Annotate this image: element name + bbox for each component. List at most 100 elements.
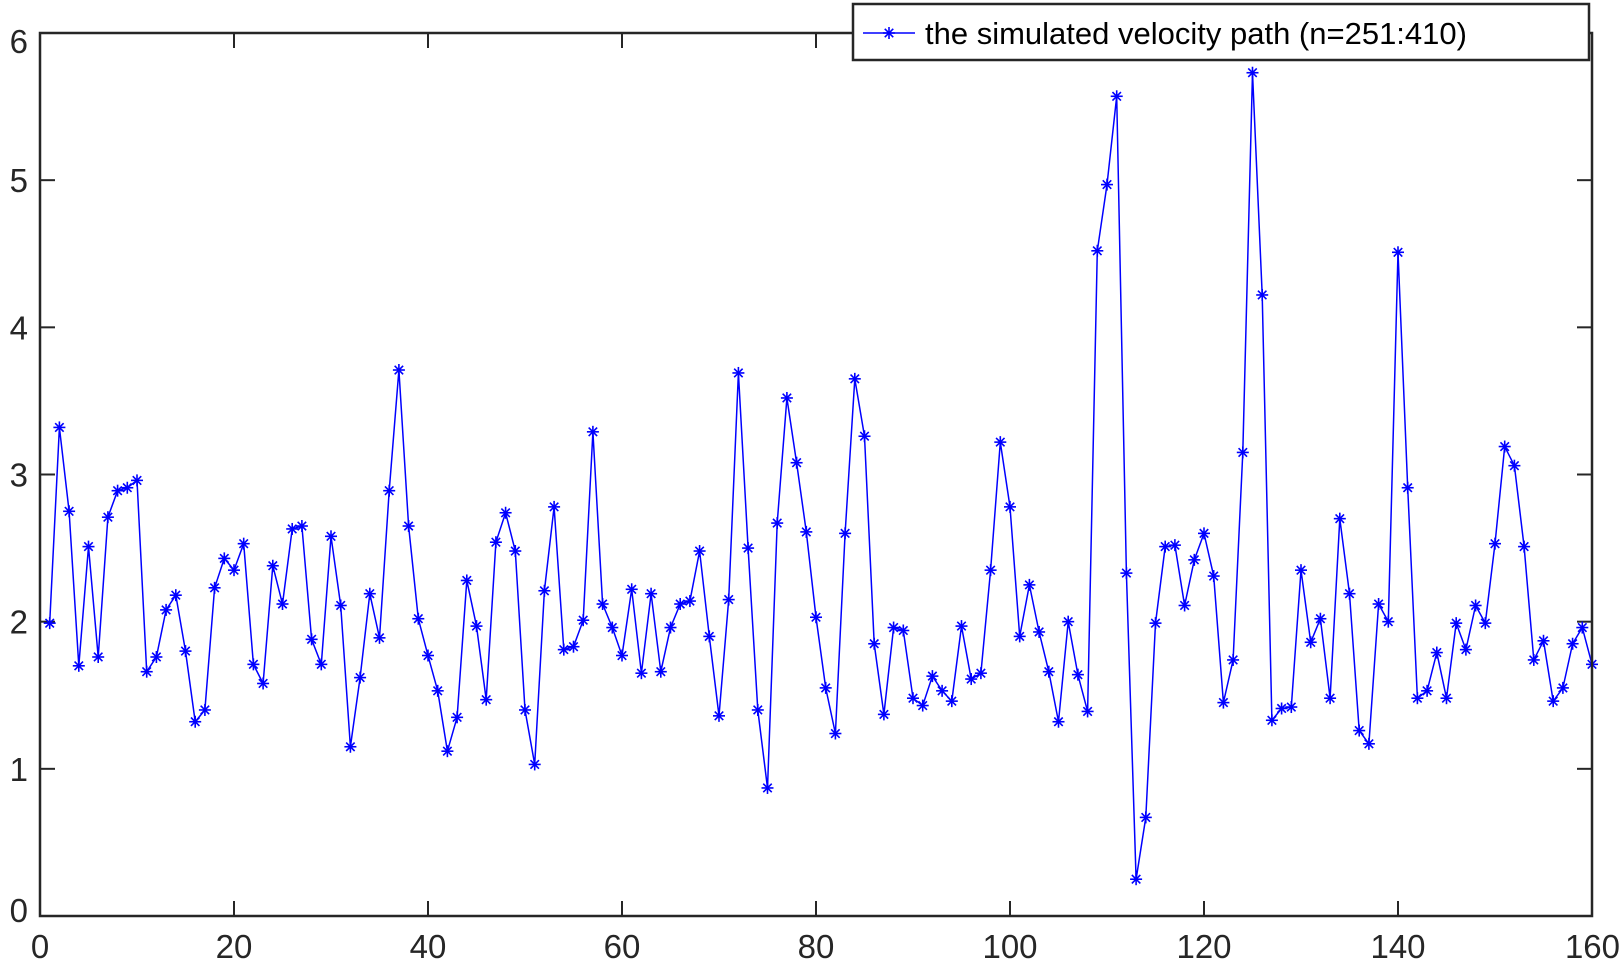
data-point: [1537, 634, 1550, 647]
data-point: [286, 522, 299, 535]
data-point: [519, 703, 531, 716]
data-point: [1101, 178, 1113, 191]
x-tick-label: 20: [216, 928, 253, 965]
data-point: [548, 500, 561, 513]
data-point: [858, 430, 871, 443]
data-point: [470, 620, 483, 633]
data-point: [1207, 570, 1220, 583]
y-tick-label: 2: [10, 604, 28, 641]
data-point: [751, 703, 764, 716]
data-point: [1227, 653, 1240, 666]
data-point: [1091, 244, 1104, 257]
data-point: [1217, 696, 1230, 709]
data-point: [606, 621, 619, 634]
data-point: [363, 587, 376, 600]
data-point: [819, 681, 832, 694]
data-point: [1556, 681, 1569, 694]
data-point: [877, 708, 890, 721]
x-tick-label: 140: [1370, 928, 1425, 965]
data-point: [596, 598, 609, 611]
data-point: [160, 603, 173, 616]
data-point: [839, 527, 852, 540]
data-point: [189, 715, 202, 728]
data-point: [1062, 615, 1075, 628]
data-point: [1178, 599, 1191, 612]
data-point: [897, 624, 910, 637]
data-point: [887, 621, 900, 634]
data-point: [1168, 539, 1181, 552]
data-point: [218, 552, 231, 565]
data-point: [72, 659, 85, 672]
data-point: [1527, 653, 1540, 666]
data-point: [1304, 636, 1317, 649]
y-tick-label: 3: [10, 457, 28, 494]
data-point: [1256, 288, 1269, 301]
series-line: [48, 71, 1593, 880]
x-tick-label: 100: [982, 928, 1037, 965]
data-point: [1547, 695, 1560, 708]
data-point: [1149, 617, 1162, 630]
legend-marker: [883, 27, 895, 39]
data-point: [528, 758, 541, 771]
data-point: [645, 587, 658, 600]
data-point: [451, 711, 464, 724]
data-point: [198, 703, 211, 716]
data-point: [1479, 617, 1492, 630]
data-point: [131, 474, 143, 487]
data-point: [266, 559, 279, 572]
data-point: [305, 633, 318, 646]
data-point: [761, 781, 774, 794]
data-point: [567, 640, 580, 653]
data-point: [1071, 668, 1084, 681]
data-point: [742, 542, 755, 555]
data-point: [771, 517, 784, 530]
data-point: [1139, 811, 1152, 824]
data-point: [1275, 702, 1288, 715]
data-point: [315, 658, 328, 671]
x-tick-label: 0: [31, 928, 49, 965]
data-point: [635, 667, 648, 680]
data-point: [848, 372, 861, 385]
legend-box: [851, 2, 1591, 62]
data-point: [586, 425, 599, 438]
y-tick-label: 4: [10, 309, 28, 346]
data-point: [499, 506, 512, 519]
data-point: [945, 695, 958, 708]
data-point: [1353, 724, 1366, 737]
data-point: [1518, 540, 1531, 553]
data-point: [1440, 692, 1453, 705]
data-point: [829, 727, 842, 740]
data-point: [1401, 481, 1414, 494]
data-point: [208, 581, 221, 594]
x-tick-label: 60: [604, 928, 641, 965]
data-point: [800, 525, 813, 538]
data-point: [674, 598, 687, 611]
legend: the simulated velocity path (n=251:410): [851, 2, 1591, 62]
data-point: [140, 665, 153, 678]
data-point: [907, 692, 919, 705]
data-point: [984, 564, 997, 577]
data-point: [489, 536, 502, 549]
legend-label: the simulated velocity path (n=251:410): [925, 16, 1467, 51]
data-point: [1130, 873, 1143, 886]
data-point: [703, 630, 716, 643]
data-point: [955, 620, 968, 633]
data-point: [392, 364, 405, 377]
data-point: [334, 599, 347, 612]
data-point: [713, 709, 725, 722]
data-point: [1362, 737, 1375, 750]
data-point: [1120, 567, 1133, 580]
data-point: [402, 520, 415, 533]
data-point: [1372, 598, 1385, 611]
data-point: [926, 670, 939, 683]
x-tick-label: 160: [1565, 928, 1620, 965]
data-point: [1236, 446, 1249, 459]
data-point: [412, 612, 425, 625]
data-point: [916, 699, 929, 712]
data-point: [1430, 646, 1443, 659]
y-tick-labels: 0 1 2 3 4 5 6: [10, 23, 28, 929]
data-point: [1042, 665, 1055, 678]
data-point: [1295, 564, 1307, 577]
data-point: [810, 611, 822, 624]
